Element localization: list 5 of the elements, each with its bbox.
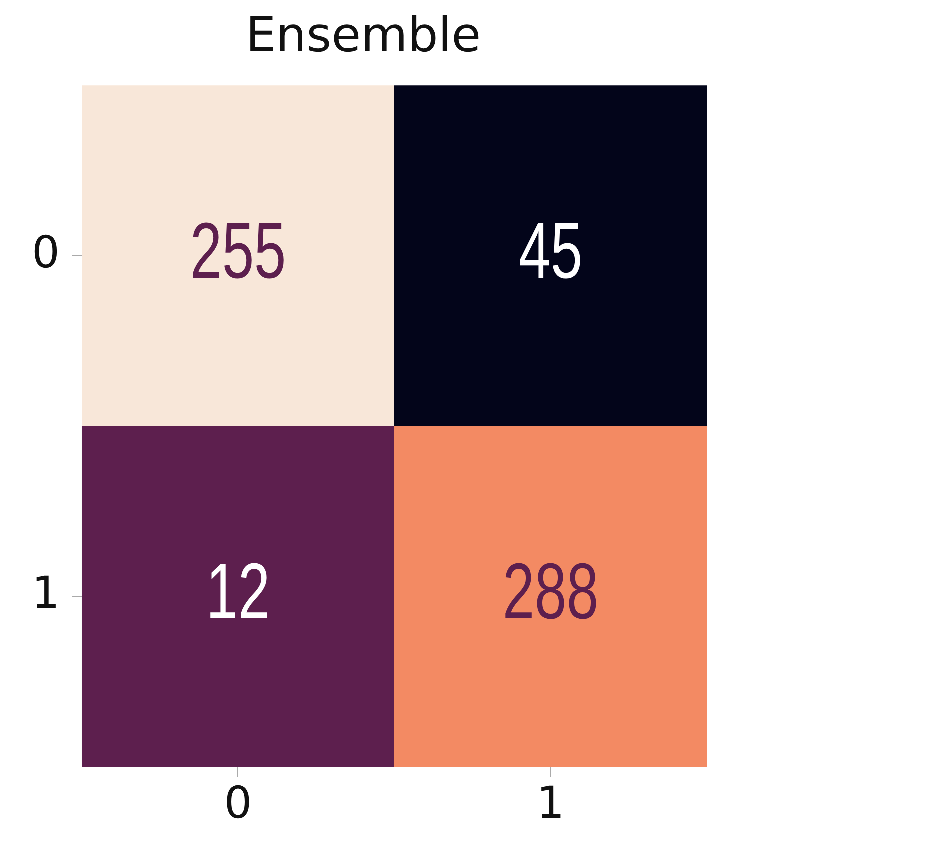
data-label: 255: [190, 206, 286, 295]
chart-title: Ensemble: [246, 7, 482, 64]
data-label: 45: [518, 206, 583, 295]
data-label: 288: [502, 546, 599, 636]
data-label: 12: [206, 546, 270, 636]
